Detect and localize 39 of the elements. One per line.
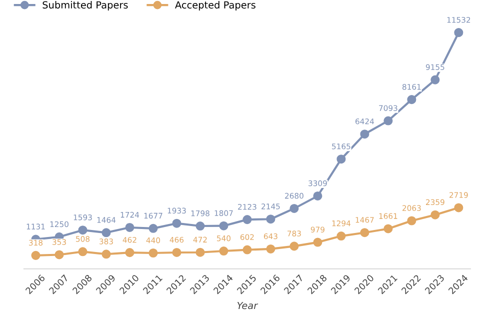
- point: [454, 28, 464, 38]
- point: [313, 238, 322, 247]
- point: [219, 221, 228, 230]
- legend-label: Accepted Papers: [175, 1, 256, 10]
- legend-label: Submitted Papers: [42, 1, 128, 10]
- point: [125, 222, 134, 232]
- point: [290, 204, 299, 214]
- point: [242, 215, 252, 224]
- point: [290, 242, 299, 251]
- point: [196, 248, 205, 257]
- point: [407, 95, 416, 104]
- point: [360, 130, 370, 139]
- point: [172, 248, 182, 257]
- point: [336, 232, 346, 241]
- point: [102, 228, 111, 238]
- point: [54, 250, 64, 260]
- point: [407, 216, 416, 226]
- point: [125, 248, 134, 258]
- point: [454, 203, 464, 212]
- point: [219, 246, 228, 256]
- point: [360, 228, 370, 238]
- point: [148, 248, 158, 258]
- point: [384, 224, 393, 234]
- point: [384, 116, 393, 126]
- point: [336, 154, 346, 164]
- point: [78, 247, 88, 256]
- point: [242, 245, 252, 254]
- point: [78, 226, 88, 235]
- point: [148, 224, 158, 233]
- point: [31, 250, 40, 260]
- point: [430, 210, 440, 220]
- point: [266, 214, 276, 224]
- point: [102, 250, 111, 259]
- x-axis-title: Year: [237, 302, 258, 310]
- point: [430, 75, 440, 84]
- point: [196, 222, 205, 231]
- point: [266, 244, 276, 254]
- point: [313, 191, 322, 200]
- point: [172, 218, 182, 228]
